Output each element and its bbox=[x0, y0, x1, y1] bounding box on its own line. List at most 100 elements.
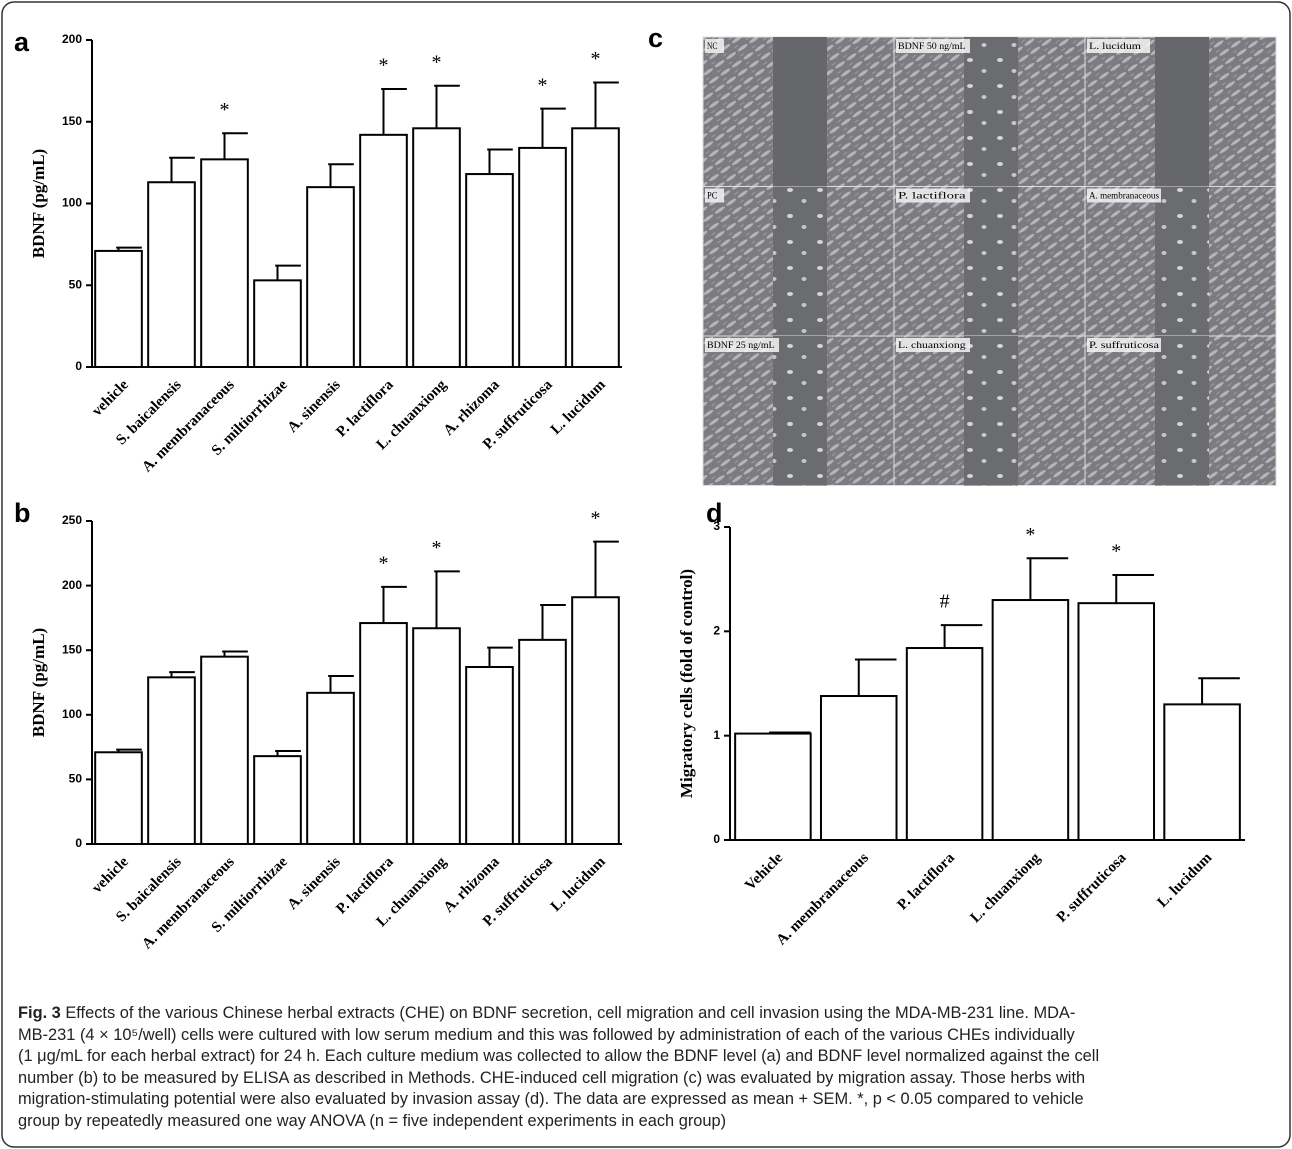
annotation: * bbox=[1025, 524, 1035, 546]
micrograph-label: NC bbox=[707, 41, 717, 51]
panel-label: a bbox=[14, 27, 30, 57]
caption-line: group by repeatedly measured one way ANO… bbox=[18, 1111, 1099, 1133]
micrograph-gap bbox=[773, 336, 827, 486]
panel-label: b bbox=[14, 498, 31, 528]
micrograph-label-box bbox=[896, 188, 970, 203]
annotation: * bbox=[220, 99, 230, 121]
micrograph-panel: NC BDNF 50 ng/mL L. lucidum PC P. lactiflora… bbox=[702, 36, 1277, 486]
bar bbox=[734, 732, 812, 842]
annotation: # bbox=[940, 591, 950, 613]
micrograph-gap bbox=[773, 186, 827, 336]
x-tick-label: A. membranaceous bbox=[139, 854, 238, 953]
micrograph-label: BDNF 25 ng/mL bbox=[707, 340, 775, 350]
x-tick-label: L. lucidum bbox=[1155, 850, 1216, 911]
y-tick-label: 0 bbox=[75, 359, 82, 373]
y-tick-label: 50 bbox=[69, 772, 83, 786]
y-tick-label: 200 bbox=[62, 578, 82, 592]
bar bbox=[819, 695, 898, 842]
micrograph-label: L. lucidum bbox=[1089, 41, 1141, 51]
y-tick-label: 100 bbox=[62, 707, 82, 721]
bar bbox=[905, 647, 984, 841]
bar bbox=[306, 186, 355, 368]
bar bbox=[412, 627, 461, 846]
micrograph-label: P. lactiflora bbox=[898, 191, 966, 201]
bar bbox=[991, 599, 1070, 841]
y-axis-label: BDNF (pg/mL) bbox=[29, 628, 48, 737]
x-tick-label: L. lucidum bbox=[548, 854, 609, 915]
micrograph-label: BDNF 50 ng/mL bbox=[898, 41, 966, 51]
y-tick-label: 1 bbox=[713, 728, 720, 742]
micrograph-label: L. chuanxiong bbox=[898, 340, 966, 350]
bar bbox=[412, 127, 461, 368]
bar bbox=[94, 751, 143, 846]
x-tick-label: P. suffruticosa bbox=[1054, 850, 1130, 926]
caption-line: MB-231 (4 × 10⁵/well) cells were culture… bbox=[18, 1025, 1099, 1047]
bar bbox=[465, 173, 514, 368]
bar bbox=[200, 158, 249, 368]
x-tick-label: vehicle bbox=[89, 854, 132, 897]
caption-text: Effects of the various Chinese herbal ex… bbox=[60, 1004, 1076, 1022]
caption-label: Fig. 3 bbox=[18, 1004, 61, 1022]
y-tick-label: 0 bbox=[713, 832, 720, 846]
bar bbox=[465, 665, 514, 845]
x-tick-label: L. lucidum bbox=[548, 377, 609, 438]
micrograph-label-box bbox=[705, 39, 724, 53]
panel-label: d bbox=[706, 498, 723, 528]
panel-label: c bbox=[648, 23, 663, 53]
y-tick-label: 2 bbox=[713, 624, 720, 638]
micrograph-label: PC bbox=[707, 191, 717, 201]
y-tick-label: 0 bbox=[75, 836, 82, 850]
micrograph-label: A. membranaceous bbox=[1089, 191, 1159, 201]
x-tick-label: A. membranaceous bbox=[139, 377, 238, 476]
caption-line: migration-stimulating potential were als… bbox=[18, 1089, 1099, 1111]
caption-text: number (b) to be measured by ELISA as de… bbox=[18, 1068, 1086, 1087]
micrograph-label-box bbox=[1087, 338, 1161, 352]
micrograph-gap bbox=[964, 37, 1018, 187]
micrograph-label-box bbox=[896, 39, 970, 53]
y-axis-label: BDNF (pg/mL) bbox=[29, 149, 48, 258]
caption: Fig. 3 Effects of the various Chinese he… bbox=[18, 1003, 1099, 1133]
annotation: * bbox=[432, 51, 442, 73]
x-tick-label: P. lactiflora bbox=[894, 850, 958, 914]
x-tick-label: L. chuanxiong bbox=[968, 850, 1045, 927]
annotation: * bbox=[591, 48, 601, 70]
annotation: * bbox=[432, 537, 442, 559]
bar bbox=[200, 655, 249, 845]
bar bbox=[253, 755, 302, 845]
x-tick-label: A. membranaceous bbox=[773, 850, 872, 949]
bar bbox=[359, 622, 408, 845]
bar bbox=[147, 181, 196, 368]
bar bbox=[571, 127, 620, 368]
y-tick-label: 3 bbox=[713, 519, 720, 533]
annotation: * bbox=[591, 507, 601, 529]
bar bbox=[571, 596, 620, 846]
micrograph-label-box bbox=[896, 338, 970, 352]
micrograph-label-box bbox=[1087, 39, 1150, 53]
caption-text: (1 μg/mL for each herbal extract) for 24… bbox=[18, 1047, 1100, 1066]
y-tick-label: 50 bbox=[69, 277, 83, 291]
caption-text: MB-231 (4 × 10⁵/well) cells were culture… bbox=[18, 1025, 1075, 1044]
y-axis-label: Migratory cells (fold of control) bbox=[677, 569, 696, 798]
bar bbox=[1163, 703, 1241, 841]
bar bbox=[1077, 602, 1156, 841]
y-tick-label: 200 bbox=[62, 32, 82, 46]
bar bbox=[147, 676, 196, 845]
y-tick-label: 150 bbox=[62, 114, 82, 128]
y-tick-label: 150 bbox=[62, 642, 82, 656]
micrograph-gap bbox=[964, 186, 1018, 336]
micrograph-label-box bbox=[1087, 188, 1161, 203]
y-tick-label: 250 bbox=[62, 513, 82, 527]
annotation: * bbox=[1111, 541, 1121, 563]
micrograph-label-box bbox=[705, 188, 724, 203]
micrograph-gap bbox=[1155, 37, 1209, 187]
micrograph-gap bbox=[773, 37, 827, 187]
caption-line: (1 μg/mL for each herbal extract) for 24… bbox=[18, 1046, 1099, 1068]
micrograph-gap bbox=[1155, 186, 1209, 336]
micrograph-label: P. suffruticosa bbox=[1089, 340, 1159, 350]
micrograph-label-box bbox=[705, 338, 779, 352]
x-tick-label: Vehicle bbox=[742, 850, 786, 894]
y-tick-label: 100 bbox=[62, 196, 82, 210]
x-tick-label: vehicle bbox=[89, 377, 132, 420]
